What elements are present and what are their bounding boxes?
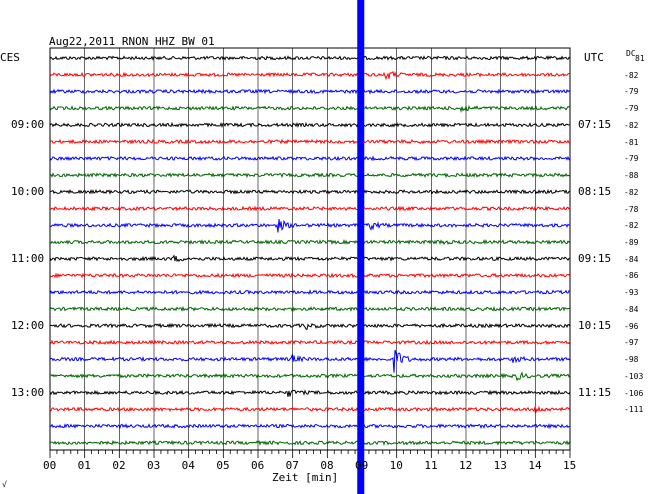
dc-offset-label: -84 (624, 304, 639, 314)
trace-line (49, 105, 571, 114)
x-axis-label: Zeit [min] (272, 471, 339, 484)
hour-label-right: 10:15 (578, 318, 612, 332)
x-tick-label: 06 (251, 459, 265, 472)
dc-offset-label: -106 (624, 388, 644, 398)
x-tick-label: 12 (459, 459, 473, 472)
hour-label-left: 09:00 (11, 117, 45, 131)
trace-line (49, 405, 571, 414)
dc-offset-label: 81 (635, 54, 645, 63)
x-tick-label: 14 (528, 459, 542, 472)
dc-offset-label: -84 (624, 254, 639, 264)
trace-line (49, 254, 571, 263)
dc-offset-label: -103 (624, 371, 644, 381)
dc-header-label: DC (626, 49, 636, 58)
trace-line (49, 422, 571, 430)
trace-line (49, 155, 571, 162)
x-tick-label: 03 (147, 459, 161, 472)
trace-line (49, 272, 571, 279)
x-tick-label: 13 (493, 459, 507, 472)
dc-offset-label: -97 (624, 338, 639, 348)
trace-line (49, 289, 571, 296)
trace-line (49, 389, 571, 397)
trace-line (49, 55, 571, 61)
trace-line (49, 121, 571, 129)
x-tick-label: 09 (355, 459, 369, 472)
dc-offset-label: -78 (624, 204, 639, 214)
trace-line (49, 339, 571, 346)
trace-line (49, 218, 571, 233)
dc-offset-label: -96 (624, 321, 639, 331)
dc-offset-label: -89 (624, 238, 639, 248)
trace-line (49, 439, 571, 446)
x-tick-label: 07 (285, 459, 299, 472)
dc-offset-label: -82 (624, 120, 639, 130)
x-tick-label: 11 (424, 459, 438, 472)
dc-offset-label: -111 (624, 405, 644, 415)
trace-line (49, 205, 571, 212)
dc-offset-label: -93 (624, 288, 639, 298)
trace-line (49, 322, 571, 330)
trace-line (49, 305, 571, 313)
trace-line (49, 70, 571, 81)
hour-label-right: 09:15 (578, 251, 612, 265)
dc-offset-label: -82 (624, 187, 639, 197)
dc-offset-label: -79 (624, 154, 639, 164)
x-tick-label: 05 (216, 459, 230, 472)
x-tick-label: 00 (43, 459, 57, 472)
hour-label-right: 08:15 (578, 184, 612, 198)
hour-label-right: 07:15 (578, 117, 612, 131)
trace-line (49, 188, 571, 195)
dc-offset-label: -79 (624, 87, 639, 97)
x-tick-label: 10 (389, 459, 403, 472)
dc-offset-label: -98 (624, 355, 639, 365)
chart-title: Aug22,2011 RNON HHZ BW 01 (49, 35, 215, 48)
dc-offset-label: -82 (624, 70, 639, 80)
hour-label-left: 12:00 (11, 318, 45, 332)
cursor-bar (357, 0, 365, 494)
dc-offset-label: -82 (624, 221, 639, 231)
trace-line (49, 349, 571, 373)
trace-line (49, 172, 571, 179)
dc-offset-label: -81 (624, 137, 639, 147)
x-tick-label: 08 (320, 459, 334, 472)
dc-offset-label: -79 (624, 104, 639, 114)
trace-line (49, 239, 571, 246)
x-tick-label: 15 (563, 459, 577, 472)
hour-label-left: 13:00 (11, 385, 45, 399)
timezone-left-label: CES (0, 51, 20, 64)
hour-label-right: 11:15 (578, 385, 612, 399)
hour-label-left: 10:00 (11, 184, 45, 198)
dc-offset-label: -86 (624, 271, 639, 281)
corner-mark: √ (2, 480, 7, 489)
x-tick-label: 02 (112, 459, 126, 472)
plot-frame (49, 47, 571, 451)
trace-line (49, 138, 571, 145)
hour-label-left: 11:00 (11, 251, 45, 265)
x-axis (49, 450, 571, 458)
timezone-right-label: UTC (584, 51, 604, 64)
dc-offset-label: -88 (624, 171, 639, 181)
trace-group (49, 55, 571, 446)
time-cursor (357, 0, 365, 494)
trace-line (49, 371, 571, 382)
x-tick-label: 04 (181, 459, 195, 472)
x-tick-label: 01 (77, 459, 91, 472)
trace-line (49, 88, 571, 95)
